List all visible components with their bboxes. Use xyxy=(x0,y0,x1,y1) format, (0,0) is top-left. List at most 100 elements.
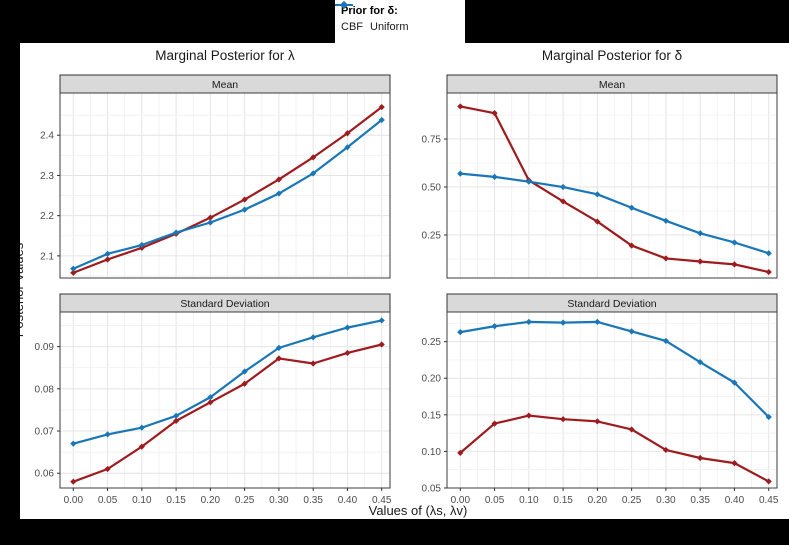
series-uniform xyxy=(72,119,383,270)
data-point xyxy=(207,399,214,406)
panel-delta-sd: 0.05 0.10 0.15 0.20 0.25 0.00 0.05 0.10 0.15 0.20… xyxy=(422,311,779,506)
data-point xyxy=(662,446,669,454)
data-point xyxy=(344,144,351,151)
data-point xyxy=(275,355,282,362)
data-point xyxy=(560,198,567,205)
facet-strip-lambda-sd: Standard Deviation xyxy=(59,293,391,313)
data-point xyxy=(70,269,77,276)
y-tick-label: 0.10 xyxy=(422,447,442,458)
data-point xyxy=(207,394,214,401)
data-point xyxy=(138,424,145,431)
data-point xyxy=(138,443,145,450)
legend-item-cbf: CBF xyxy=(335,1,363,33)
data-point xyxy=(594,191,601,198)
x-tick-label: 0.05 xyxy=(98,495,118,506)
data-point xyxy=(628,204,635,211)
data-point xyxy=(344,324,351,331)
data-point xyxy=(491,323,498,330)
uniform-line-marker-icon xyxy=(335,1,353,9)
x-axis-title: Values of (λs, λv) xyxy=(368,503,468,518)
series-uniform xyxy=(460,172,770,255)
data-point xyxy=(662,217,669,224)
x-tick-label: 0.00 xyxy=(451,495,471,506)
data-point xyxy=(697,258,704,265)
x-tick-label: 0.35 xyxy=(690,495,710,506)
y-tick-label: 0.07 xyxy=(35,427,55,438)
facet-strip-label: Standard Deviation xyxy=(567,298,656,310)
legend: Prior for δ: CBF Uniform xyxy=(335,0,465,43)
column-title-lambda: Marginal Posterior for λ xyxy=(155,48,295,63)
data-point xyxy=(173,412,180,419)
y-tick-label: 2.4 xyxy=(40,131,54,142)
data-point xyxy=(138,241,145,249)
data-point xyxy=(662,255,669,262)
data-point xyxy=(765,413,772,421)
series-cbf xyxy=(459,414,770,483)
series-cbf xyxy=(72,106,383,274)
frame-bar-left xyxy=(0,43,20,519)
data-point xyxy=(104,256,111,263)
data-point xyxy=(491,110,498,117)
y-tick-label: 2.2 xyxy=(40,211,54,222)
data-point xyxy=(70,478,77,485)
data-point xyxy=(765,268,772,276)
y-tick-label: 0.50 xyxy=(422,183,442,194)
legend-items: CBF Uniform xyxy=(335,1,465,33)
series-cbf xyxy=(72,343,382,483)
panels-group: 2.1 2.2 2.3 2.4 0.25 0.50 0.75 0.06 0.07 0.08 0.09… xyxy=(35,92,779,506)
y-tick-label: 0.25 xyxy=(422,231,442,242)
column-title-delta: Marginal Posterior for δ xyxy=(541,48,683,63)
data-point xyxy=(173,229,180,236)
data-point xyxy=(457,449,464,456)
panel-delta-mean: 0.25 0.50 0.75 xyxy=(422,92,778,279)
facet-strip-lambda-mean: Mean xyxy=(59,74,391,94)
data-point xyxy=(344,349,351,357)
data-point xyxy=(765,478,772,485)
series-cbf xyxy=(460,105,769,274)
data-point xyxy=(241,380,248,387)
data-point xyxy=(560,183,567,191)
x-tick-label: 0.20 xyxy=(201,495,221,506)
data-point xyxy=(275,344,282,351)
series-uniform xyxy=(73,319,382,445)
x-tick-label: 0.20 xyxy=(588,495,608,506)
x-tick-label: 0.25 xyxy=(622,495,642,506)
data-point xyxy=(765,250,772,257)
data-point xyxy=(173,417,180,424)
panel-lambda-mean: 2.1 2.2 2.3 2.4 xyxy=(40,92,391,279)
data-point xyxy=(457,103,464,110)
y-tick-label: 0.05 xyxy=(422,484,442,495)
data-point xyxy=(378,341,385,348)
data-point xyxy=(525,412,532,419)
data-point xyxy=(697,454,704,462)
data-point xyxy=(275,176,282,183)
data-point xyxy=(310,334,317,341)
y-tick-label: 0.08 xyxy=(35,384,55,395)
data-point xyxy=(104,465,111,473)
x-tick-label: 0.40 xyxy=(338,495,358,506)
x-tick-label: 0.45 xyxy=(372,495,392,506)
x-tick-label: 0.30 xyxy=(656,495,676,506)
data-point xyxy=(378,116,385,124)
panel-lambda-sd: 0.06 0.07 0.08 0.09 0.00 0.05 0.10 0.15 0.20 0.25… xyxy=(35,311,392,506)
data-point xyxy=(310,170,317,177)
legend-item-label: Uniform xyxy=(370,21,409,33)
data-point xyxy=(525,318,532,325)
series-uniform xyxy=(460,320,770,418)
y-tick-label: 0.25 xyxy=(422,337,442,348)
data-point xyxy=(491,173,498,180)
facet-strip-label: Mean xyxy=(599,79,625,91)
data-point xyxy=(594,418,601,425)
data-point xyxy=(594,318,601,325)
data-point xyxy=(70,265,77,272)
facet-strip-delta-mean: Mean xyxy=(446,74,778,94)
data-point xyxy=(104,431,111,438)
data-point xyxy=(457,329,464,336)
x-tick-label: 0.15 xyxy=(166,495,186,506)
x-tick-label: 0.10 xyxy=(519,495,539,506)
data-point xyxy=(731,460,738,467)
frame-bar-bottom xyxy=(0,519,789,545)
data-point xyxy=(241,368,248,375)
